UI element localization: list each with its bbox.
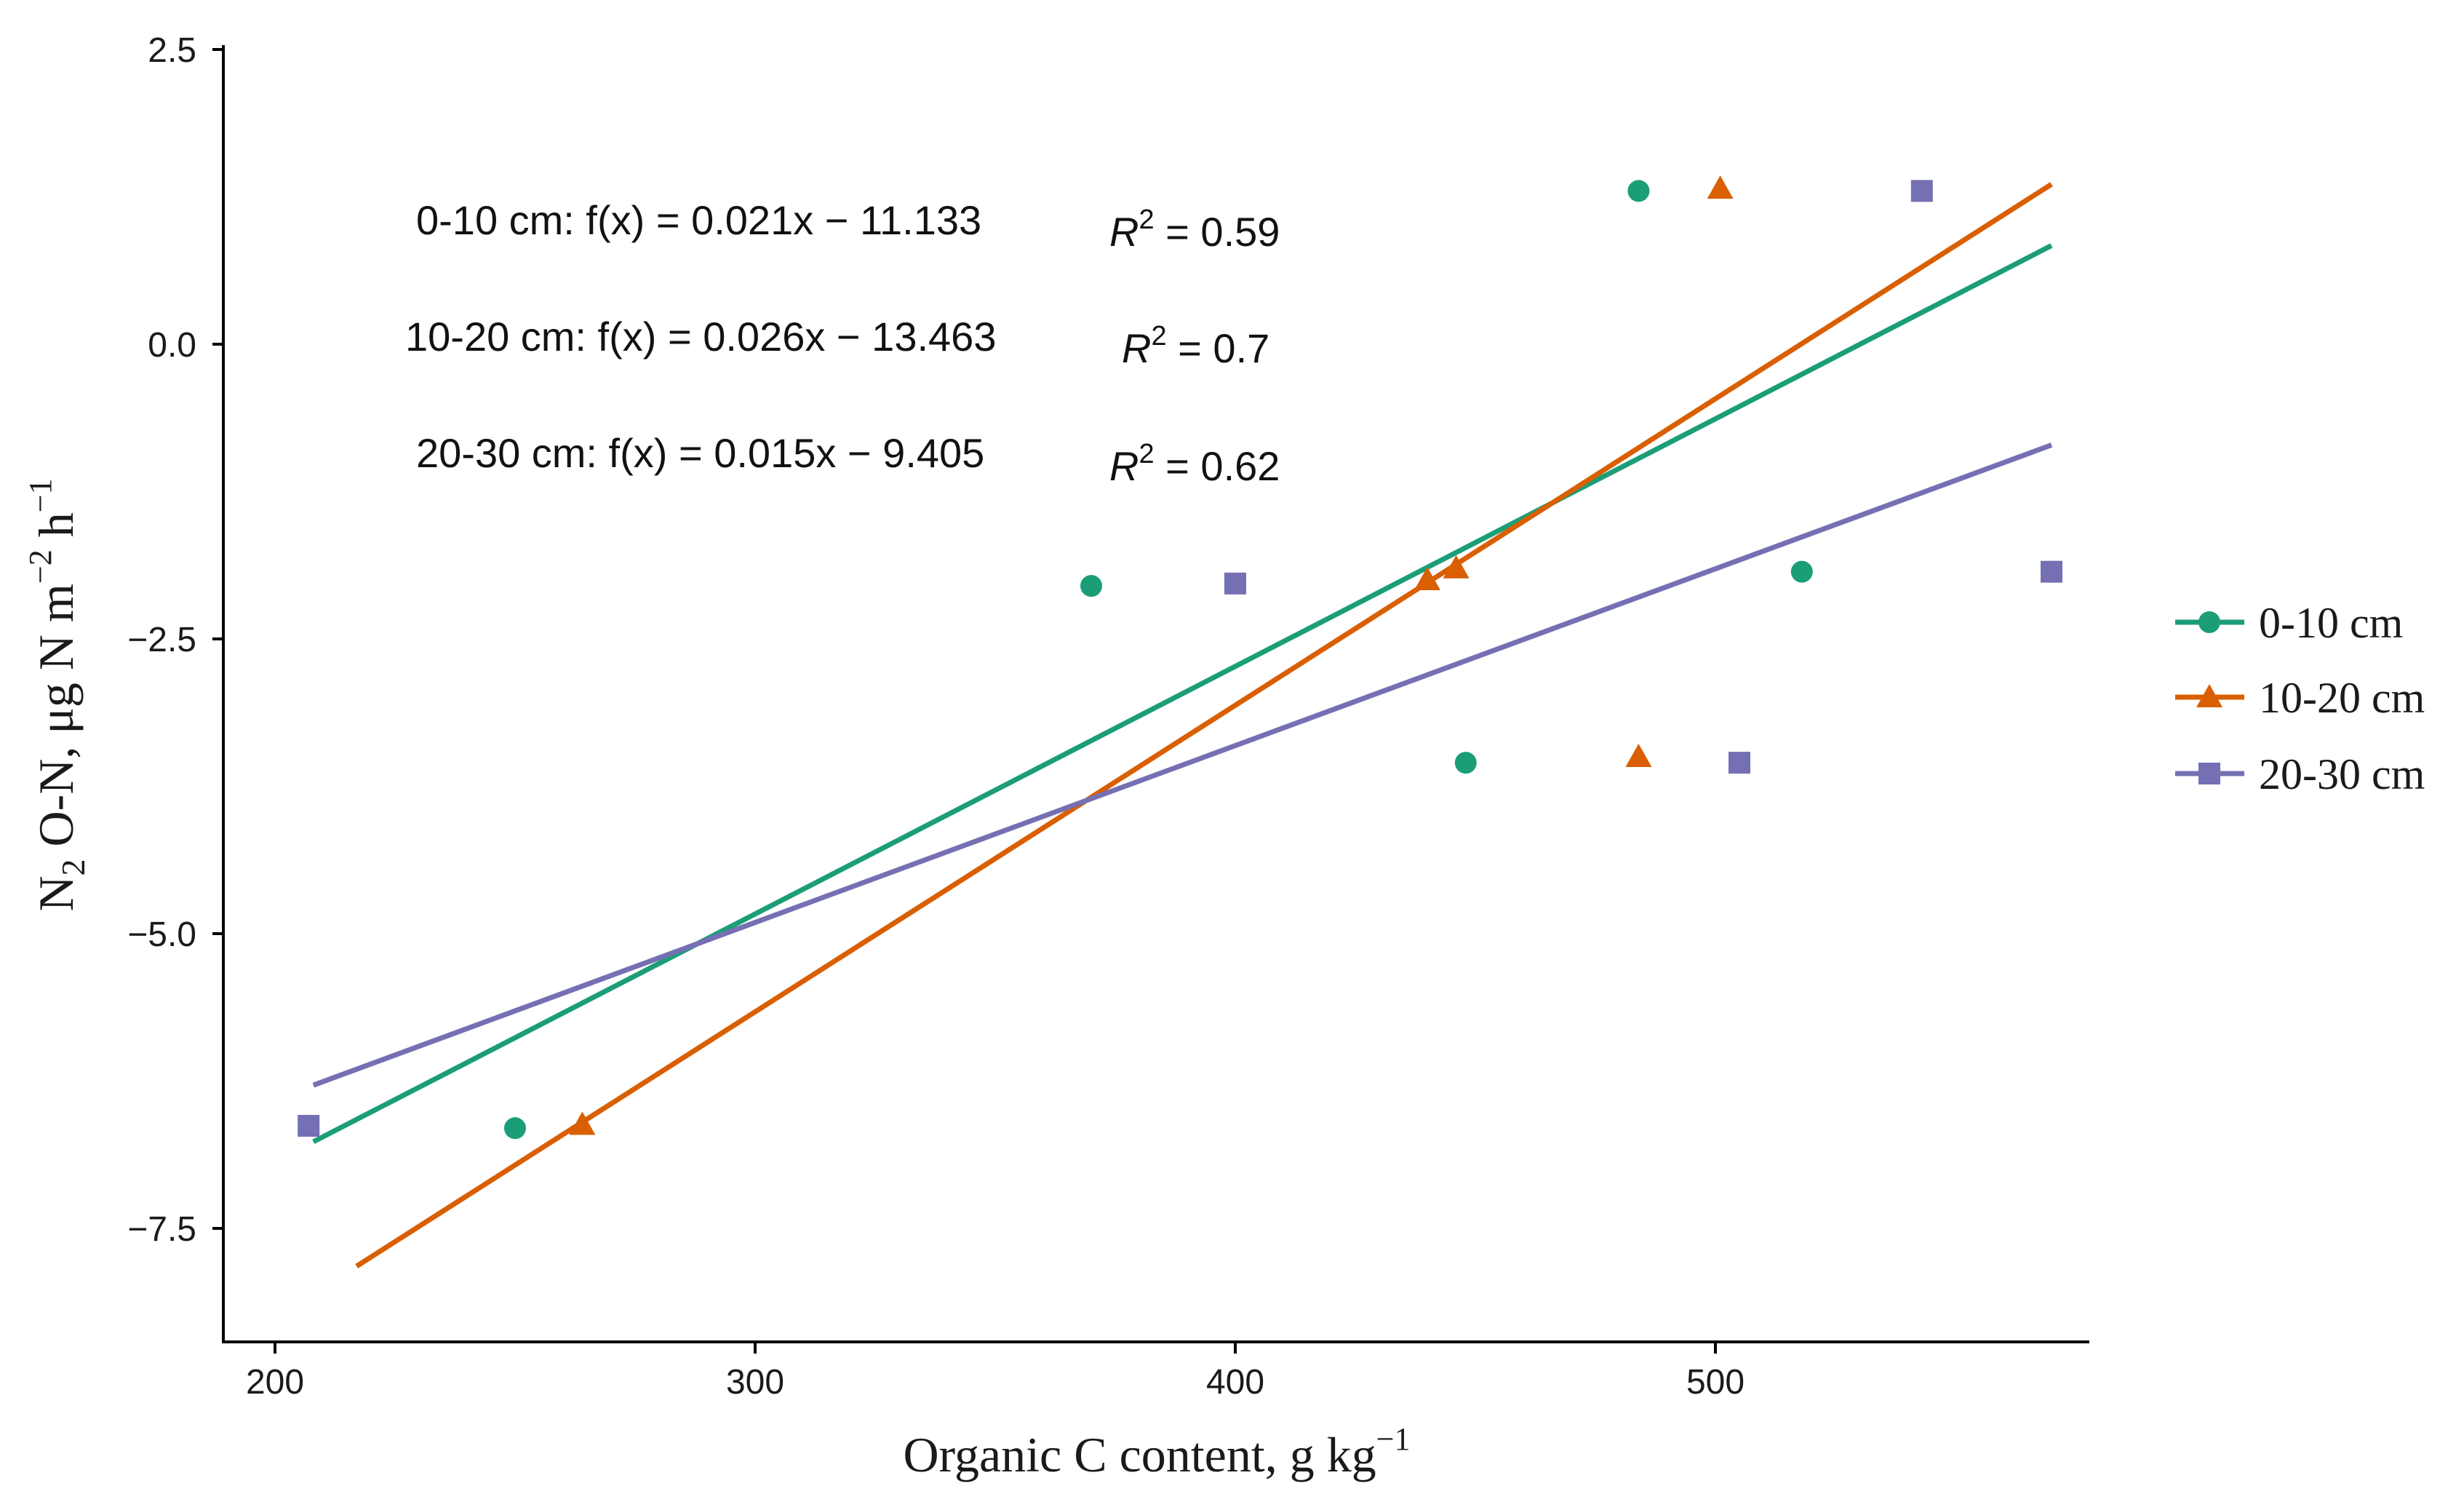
legend-marker-10-20	[2196, 684, 2222, 707]
y-ticks: 2.5 0.0 −2.5 −5.0 −7.5	[127, 31, 223, 1249]
legend-marker-0-10	[2198, 611, 2220, 633]
data-point-20-30cm	[1910, 180, 1933, 202]
legend-label-20-30: 20-30 cm	[2259, 750, 2425, 798]
y-tick-label: −2.5	[127, 621, 196, 659]
fit-line-10-20cm	[355, 182, 2053, 1268]
legend-entry-20-30: 20-30 cm	[2175, 750, 2425, 798]
equation-10-20: 10-20 cm: f(x) = 0.026x − 13.463	[405, 314, 996, 359]
data-point-0-10cm	[1627, 180, 1650, 202]
y-axis-title: N2 O-N, μg N m−2 h−1	[23, 478, 92, 911]
x-tick-label: 500	[1686, 1363, 1745, 1402]
legend-label-10-20: 10-20 cm	[2259, 674, 2425, 722]
data-point-0-10cm	[504, 1117, 526, 1140]
legend-entry-10-20: 10-20 cm	[2175, 674, 2425, 722]
equation-block: 0-10 cm: f(x) = 0.021x − 11.133 R2 = 0.5…	[405, 197, 1280, 489]
x-tick-label: 200	[246, 1363, 304, 1402]
y-tick-label: −7.5	[127, 1210, 196, 1249]
data-point-10-20cm	[1707, 175, 1734, 199]
legend: 0-10 cm 10-20 cm 20-30 cm	[2175, 599, 2425, 798]
data-point-20-30cm	[298, 1115, 320, 1137]
data-point-10-20cm	[1414, 567, 1440, 590]
fit-line-20-30cm	[312, 442, 2053, 1088]
fit-lines	[312, 182, 2053, 1268]
data-point-20-30cm	[1729, 752, 1750, 774]
fit-line-0-10cm	[312, 243, 2053, 1145]
r2-10-20: R2 = 0.7	[1122, 321, 1269, 371]
data-point-0-10cm	[1790, 560, 1813, 583]
equation-0-10: 0-10 cm: f(x) = 0.021x − 11.133	[416, 197, 981, 243]
x-ticks: 200 300 400 500	[246, 1342, 1745, 1402]
data-point-0-10cm	[1454, 752, 1477, 774]
y-tick-label: −5.0	[127, 915, 196, 954]
data-point-20-30cm	[1224, 572, 1246, 595]
x-tick-label: 300	[726, 1363, 784, 1402]
data-point-10-20cm	[569, 1111, 596, 1135]
data-point-10-20cm	[1625, 744, 1652, 767]
legend-entry-0-10: 0-10 cm	[2175, 599, 2403, 647]
x-tick-label: 400	[1206, 1363, 1264, 1402]
equation-20-30: 20-30 cm: f(x) = 0.015x − 9.405	[416, 430, 984, 476]
legend-label-0-10: 0-10 cm	[2259, 599, 2403, 647]
data-point-20-30cm	[2041, 560, 2062, 583]
data-point-0-10cm	[1080, 575, 1102, 597]
y-tick-label: 2.5	[148, 31, 196, 70]
r2-0-10: R2 = 0.59	[1109, 204, 1280, 255]
x-axis-title: Organic C content, g kg−1	[903, 1421, 1410, 1482]
r2-20-30: R2 = 0.62	[1109, 439, 1280, 489]
legend-marker-20-30	[2198, 763, 2220, 784]
y-tick-label: 0.0	[148, 326, 196, 365]
markers	[298, 175, 2062, 1140]
data-point-10-20cm	[1443, 555, 1470, 579]
